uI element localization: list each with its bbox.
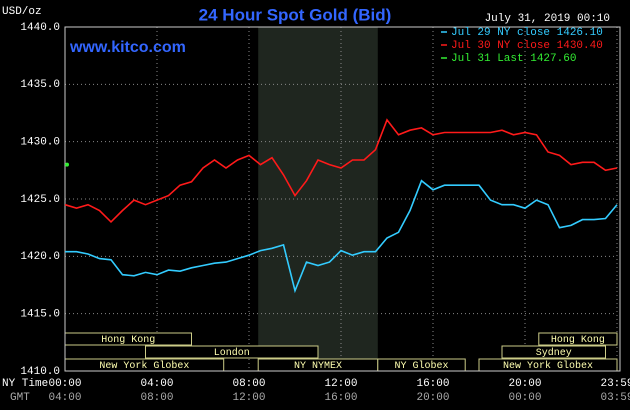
session-label: New York Globex: [99, 360, 189, 372]
x-tick-label: 16:00: [416, 378, 449, 390]
x-axis-label-gmt: GMT: [10, 392, 30, 404]
x-tick-label-gmt: 08:00: [140, 392, 173, 404]
x-tick-label: 23:59: [600, 378, 630, 390]
chart-title: 24 Hour Spot Gold (Bid): [199, 5, 392, 24]
legend-label: Jul 29 NY close 1426.10: [451, 27, 603, 39]
x-tick-label: 04:00: [140, 378, 173, 390]
x-tick-label-gmt: 12:00: [232, 392, 265, 404]
legend-label: Jul 30 NY close 1430.40: [451, 40, 603, 52]
session-label: Hong Kong: [101, 335, 155, 346]
y-axis-label: USD/oz: [2, 6, 42, 18]
plot-border: [64, 26, 621, 372]
point: [65, 162, 69, 167]
line: [64, 118, 618, 224]
session-label: NY NYMEX: [294, 361, 342, 372]
x-tick-label: 00:00: [48, 378, 81, 390]
session-box: [538, 332, 618, 346]
x-tick-label: 12:00: [324, 378, 357, 390]
session-box: [501, 345, 606, 359]
session-label: Hong Kong: [551, 335, 605, 346]
y-tick-label: 1420.0: [20, 251, 60, 263]
x-axis-label: NY Time: [2, 378, 48, 390]
x-tick-label-gmt: 16:00: [324, 392, 357, 404]
session-box: [145, 345, 319, 359]
date-label: July 31, 2019 00:10: [485, 13, 610, 25]
y-tick-label: 1415.0: [20, 309, 60, 321]
x-tick-label-gmt: 03:59: [600, 392, 630, 404]
x-tick-label-gmt: 04:00: [48, 392, 81, 404]
x-tick-label-gmt: 00:00: [508, 392, 541, 404]
x-tick-label: 08:00: [232, 378, 265, 390]
y-tick-label: 1430.0: [20, 137, 60, 149]
x-tick-label-gmt: 20:00: [416, 392, 449, 404]
site-label: www.kitco.com: [69, 39, 186, 56]
session-label: Sydney: [536, 347, 572, 359]
y-tick-label: 1440.0: [20, 22, 60, 34]
session-label: London: [214, 347, 250, 359]
session-label: New York Globex: [503, 360, 593, 372]
legend-label: Jul 31 Last 1427.60: [451, 53, 576, 65]
x-tick-label: 20:00: [508, 378, 541, 390]
line: [65, 179, 618, 294]
y-tick-label: 1425.0: [20, 194, 60, 206]
y-tick-label: 1410.0: [20, 366, 60, 378]
y-tick-label: 1435.0: [20, 79, 60, 91]
session-label: NY Globex: [394, 360, 448, 372]
